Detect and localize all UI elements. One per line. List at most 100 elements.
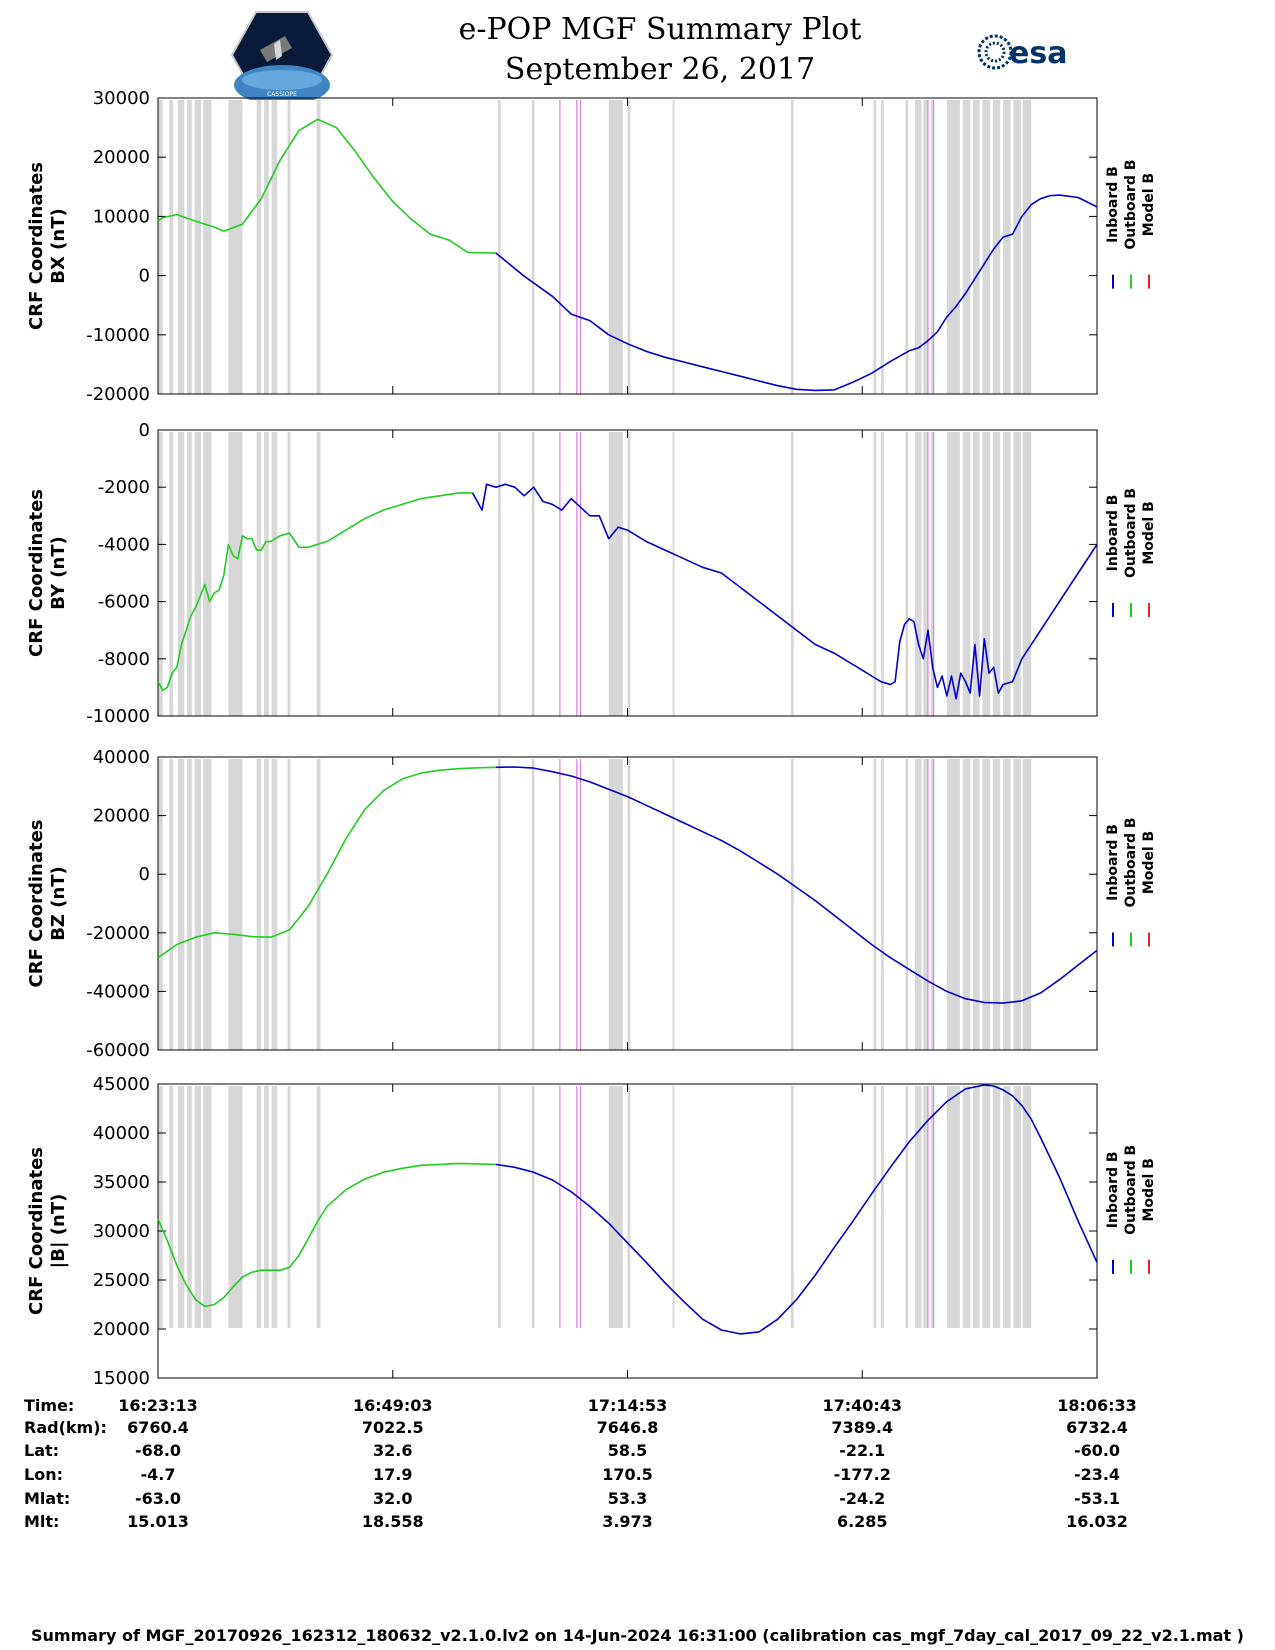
series-line-inboard-b <box>495 766 1098 1004</box>
orbit-row-value: -60.0 <box>1073 1441 1121 1460</box>
data-gap-band <box>881 1086 884 1329</box>
data-gap-band <box>316 1086 321 1329</box>
y-tick-label: 40000 <box>93 1123 150 1144</box>
series-line-outboard-b <box>157 1162 497 1308</box>
orbit-row-value: -4.7 <box>140 1465 176 1484</box>
data-gap-band <box>194 1086 202 1329</box>
y-axis-label: CRF CoordinatesBY (nT) <box>26 489 69 657</box>
series-line-outboard-b <box>157 766 497 959</box>
series-line-outboard-b <box>157 492 473 692</box>
y-tick-label: -40000 <box>86 981 150 1002</box>
data-gap-band <box>316 432 321 716</box>
data-gap-band <box>271 100 278 394</box>
data-gap-band <box>497 100 501 394</box>
data-gap-band <box>962 432 971 716</box>
data-gap-band <box>287 432 291 716</box>
data-gap-band <box>1003 759 1011 1050</box>
orbit-row-value: 53.3 <box>607 1489 648 1508</box>
y-tick-label: 25000 <box>93 1270 150 1291</box>
data-gap-band <box>158 759 163 1050</box>
orbit-row-value: 6.285 <box>836 1512 888 1531</box>
y-tick-label: -8000 <box>98 649 150 670</box>
legend-label-outboard: Outboard B <box>1123 1145 1139 1235</box>
data-gap-band <box>264 1086 269 1329</box>
data-gap-band <box>1003 432 1011 716</box>
data-gap-band <box>790 759 794 1050</box>
orbit-row-value: 32.0 <box>373 1489 413 1508</box>
data-gap-band <box>930 759 934 1050</box>
legend-label-inboard: Inboard B <box>1105 495 1121 572</box>
legend-label-outboard: Outboard B <box>1123 488 1139 578</box>
data-gap-band <box>982 1086 990 1329</box>
data-gap-band <box>1022 432 1032 716</box>
data-gap-band <box>531 100 535 394</box>
data-gap-band <box>873 1086 877 1329</box>
data-gap-band <box>881 432 884 716</box>
data-gap-band <box>790 432 794 716</box>
data-gap-band <box>946 100 960 394</box>
data-gap-band <box>672 759 675 1050</box>
data-gap-band <box>946 432 960 716</box>
page-date: September 26, 2017 <box>504 52 816 87</box>
orbit-row-value: 58.5 <box>607 1441 648 1460</box>
y-tick-label: -4000 <box>98 534 150 555</box>
y-tick-label: -10000 <box>86 706 150 727</box>
data-gap-band <box>672 100 675 394</box>
cassiope-logo: CASSIOPE <box>230 11 334 100</box>
esa-logo: esa <box>977 34 1067 71</box>
data-gap-band <box>982 759 990 1050</box>
data-gap-band <box>194 100 202 394</box>
data-gap-band <box>992 100 1001 394</box>
orbit-row-value: 6760.4 <box>127 1418 189 1437</box>
data-gap-band <box>177 100 185 394</box>
data-gap-band <box>973 1086 980 1329</box>
data-gap-band <box>228 100 243 394</box>
orbit-row-value: 17.9 <box>373 1465 413 1484</box>
orbit-row-value: 3.973 <box>602 1512 653 1531</box>
chart-panel-btot: 45000 40000 35000 30000 25000 20000 15000 CRF C… <box>26 1074 1157 1389</box>
data-gap-band <box>1013 1086 1021 1329</box>
legend-label-model: Model B <box>1141 1158 1157 1221</box>
data-gap-band <box>271 759 278 1050</box>
data-gap-band <box>608 759 623 1050</box>
orbit-row-value: 32.6 <box>373 1441 413 1460</box>
data-gap-band <box>203 759 212 1050</box>
orbit-row-value: 16.032 <box>1066 1512 1128 1531</box>
y-tick-label: 35000 <box>93 1172 150 1193</box>
data-gap-band <box>271 1086 278 1329</box>
legend-label-outboard: Outboard B <box>1123 159 1139 249</box>
data-gap-band <box>194 432 202 716</box>
data-gap-band <box>905 100 909 394</box>
y-tick-label: 20000 <box>93 1319 150 1340</box>
orbit-row-value: -24.2 <box>839 1489 886 1508</box>
data-gap-band <box>923 432 928 716</box>
legend-label-inboard: Inboard B <box>1105 1151 1121 1228</box>
data-gap-band <box>169 759 174 1050</box>
y-axis-label: CRF Coordinates|B| (nT) <box>26 1147 69 1315</box>
data-gap-band <box>158 1086 163 1329</box>
data-gap-band <box>187 432 192 716</box>
y-tick-label: 20000 <box>93 806 150 827</box>
chart-panel-by: 0 -2000 -4000 -6000 -8000 -10000 CRF Coordinat… <box>26 420 1157 727</box>
data-gap-band <box>946 1086 960 1329</box>
y-axis-label-line2: |B| (nT) <box>48 1194 69 1269</box>
y-tick-label: 30000 <box>93 88 150 109</box>
data-gap-band <box>497 1086 501 1329</box>
data-gap-band <box>264 759 269 1050</box>
orbit-row-value: 15.013 <box>127 1512 189 1531</box>
y-tick-label: -20000 <box>86 384 150 405</box>
orbit-row-value: -177.2 <box>833 1465 891 1484</box>
data-gap-band <box>962 759 971 1050</box>
data-gap-band <box>982 100 990 394</box>
data-gap-band <box>1022 1086 1032 1329</box>
data-gap-band <box>531 1086 535 1329</box>
data-gap-band <box>973 759 980 1050</box>
data-gap-band <box>1013 432 1021 716</box>
chart-panel-bx: 30000 20000 10000 0 -10000 -20000 CRF Coordina… <box>26 88 1157 405</box>
data-gap-band <box>287 759 291 1050</box>
orbit-row-label: Rad(km): <box>24 1418 107 1437</box>
data-gap-band <box>203 100 212 394</box>
data-gap-band <box>992 759 1001 1050</box>
data-gap-band <box>1022 759 1032 1050</box>
data-gap-band <box>881 100 884 394</box>
